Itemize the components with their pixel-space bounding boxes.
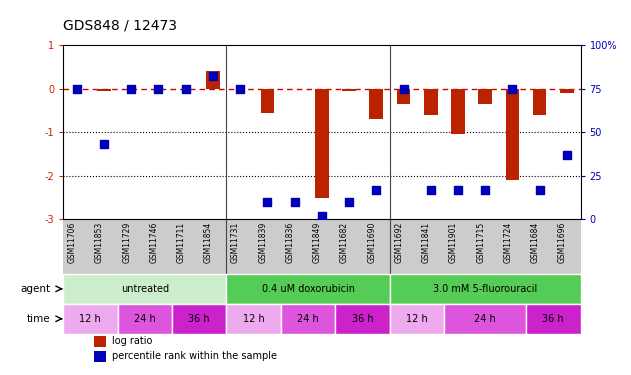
Text: GSM11836: GSM11836 <box>286 222 295 263</box>
Bar <box>390 304 444 334</box>
Text: 24 h: 24 h <box>297 314 319 324</box>
Text: GSM11706: GSM11706 <box>68 222 77 264</box>
Text: GSM11696: GSM11696 <box>558 222 567 264</box>
Bar <box>526 304 581 334</box>
Bar <box>172 304 227 334</box>
Point <box>262 199 273 205</box>
Point <box>317 213 327 219</box>
Point <box>562 152 572 158</box>
Point <box>480 187 490 193</box>
Text: GSM11711: GSM11711 <box>177 222 186 263</box>
Bar <box>117 304 172 334</box>
Bar <box>505 88 519 180</box>
Text: GSM11731: GSM11731 <box>231 222 240 263</box>
Text: 12 h: 12 h <box>406 314 428 324</box>
Bar <box>478 88 492 104</box>
Text: untreated: untreated <box>121 284 169 294</box>
Bar <box>444 304 526 334</box>
Text: 24 h: 24 h <box>475 314 496 324</box>
Text: GSM11715: GSM11715 <box>476 222 485 263</box>
Point <box>208 74 218 80</box>
Point <box>99 141 109 147</box>
Bar <box>63 304 117 334</box>
Point <box>235 86 245 92</box>
Point <box>426 187 436 193</box>
Point <box>398 86 408 92</box>
Text: GSM11849: GSM11849 <box>313 222 322 263</box>
Text: GSM11724: GSM11724 <box>504 222 512 263</box>
Bar <box>94 351 105 361</box>
Text: percentile rank within the sample: percentile rank within the sample <box>112 351 277 361</box>
Bar <box>560 88 574 93</box>
Point <box>180 86 191 92</box>
Text: 36 h: 36 h <box>543 314 564 324</box>
Point <box>371 187 381 193</box>
Point <box>72 86 82 92</box>
Bar <box>97 88 111 91</box>
Bar <box>63 274 227 304</box>
Point <box>507 86 517 92</box>
Text: agent: agent <box>20 284 50 294</box>
Text: 36 h: 36 h <box>352 314 374 324</box>
Text: GSM11841: GSM11841 <box>422 222 431 263</box>
Text: GSM11690: GSM11690 <box>367 222 376 264</box>
Bar <box>370 88 383 119</box>
Text: GSM11839: GSM11839 <box>258 222 268 263</box>
Text: 36 h: 36 h <box>189 314 210 324</box>
Text: GSM11682: GSM11682 <box>340 222 349 263</box>
Bar <box>261 88 274 112</box>
Bar <box>397 88 410 104</box>
Bar <box>424 88 437 115</box>
Text: GSM11853: GSM11853 <box>95 222 104 263</box>
Text: GSM11854: GSM11854 <box>204 222 213 263</box>
Text: 3.0 mM 5-fluorouracil: 3.0 mM 5-fluorouracil <box>433 284 538 294</box>
Bar <box>94 336 105 346</box>
Text: 24 h: 24 h <box>134 314 156 324</box>
Point <box>126 86 136 92</box>
Text: log ratio: log ratio <box>112 336 153 346</box>
Text: GSM11684: GSM11684 <box>531 222 540 263</box>
Point <box>534 187 545 193</box>
Bar <box>206 71 220 88</box>
Bar <box>390 274 581 304</box>
Bar <box>227 304 281 334</box>
Point <box>290 199 300 205</box>
Text: 12 h: 12 h <box>80 314 101 324</box>
Text: GSM11746: GSM11746 <box>150 222 158 264</box>
Text: 0.4 uM doxorubicin: 0.4 uM doxorubicin <box>262 284 355 294</box>
Bar <box>315 88 329 198</box>
Text: GSM11901: GSM11901 <box>449 222 458 263</box>
Text: GSM11729: GSM11729 <box>122 222 131 263</box>
Point <box>153 86 163 92</box>
Bar <box>227 274 390 304</box>
Bar <box>451 88 465 134</box>
Bar <box>336 304 390 334</box>
Text: 12 h: 12 h <box>243 314 264 324</box>
Bar <box>342 88 356 91</box>
Text: time: time <box>27 314 50 324</box>
Bar <box>281 304 336 334</box>
Text: GDS848 / 12473: GDS848 / 12473 <box>63 19 177 33</box>
Bar <box>533 88 546 115</box>
Point <box>344 199 354 205</box>
Text: GSM11692: GSM11692 <box>394 222 403 263</box>
Point <box>453 187 463 193</box>
